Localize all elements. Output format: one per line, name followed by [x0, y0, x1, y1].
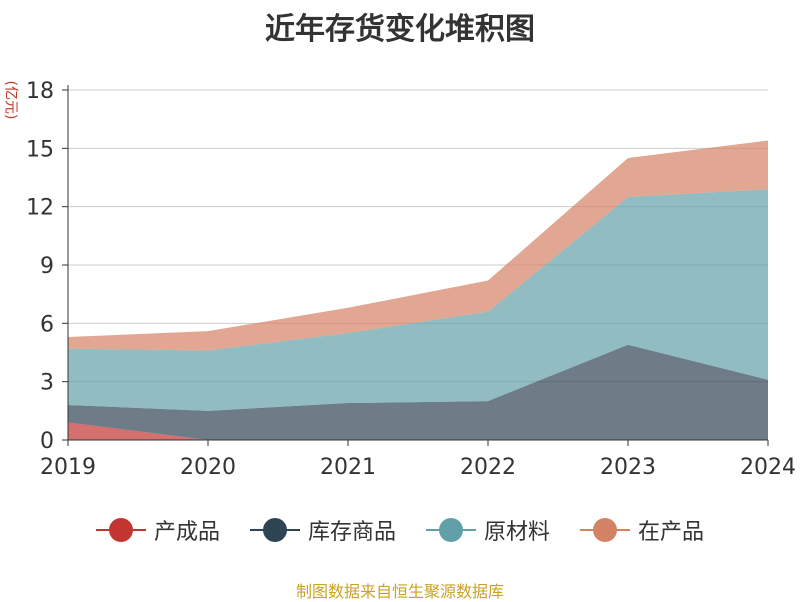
y-tick-label: 0 [40, 429, 54, 454]
legend-label: 在产品 [638, 520, 705, 545]
x-tick-label: 2021 [320, 455, 376, 480]
legend-item[interactable]: 库存商品 [249, 514, 396, 546]
legend-marker [426, 518, 476, 542]
area-库存商品 [68, 344, 768, 440]
legend-marker [580, 518, 631, 542]
y-tick-label: 18 [26, 79, 54, 104]
y-tick-label: 9 [40, 254, 54, 279]
legend-label: 产成品 [153, 520, 220, 545]
legend-item[interactable]: 原材料 [426, 514, 550, 546]
y-tick-labels: 0 3 6 9 12 15 18 [26, 79, 54, 454]
legend-label: 库存商品 [307, 520, 396, 545]
legend-marker [95, 518, 146, 542]
legend-item[interactable]: 产成品 [95, 514, 220, 546]
y-tick-label: 3 [40, 371, 54, 396]
legend-marker [249, 518, 300, 542]
legend: 产成品 库存商品 原材料 在产品 [0, 514, 800, 546]
axes [62, 85, 769, 446]
x-tick-label: 2022 [460, 455, 516, 480]
x-tick-label: 2023 [600, 455, 656, 480]
y-tick-label: 15 [26, 137, 54, 162]
x-tick-label: 2019 [40, 455, 96, 480]
x-tick-label: 2020 [180, 455, 236, 480]
area-原材料 [68, 189, 768, 411]
area-series [68, 140, 768, 440]
x-tick-labels: 2019 2020 2021 2022 2023 2024 [40, 455, 796, 480]
area-在产品 [68, 140, 768, 351]
x-tick-label: 2024 [740, 455, 796, 480]
legend-item[interactable]: 在产品 [580, 514, 704, 546]
area-产成品 [68, 422, 768, 440]
legend-label: 原材料 [484, 520, 551, 545]
data-source-note: 制图数据来自恒生聚源数据库 [295, 582, 504, 601]
y-tick-label: 6 [40, 312, 54, 337]
chart-title: 近年存货变化堆积图 [265, 12, 535, 47]
y-tick-label: 12 [26, 196, 54, 221]
